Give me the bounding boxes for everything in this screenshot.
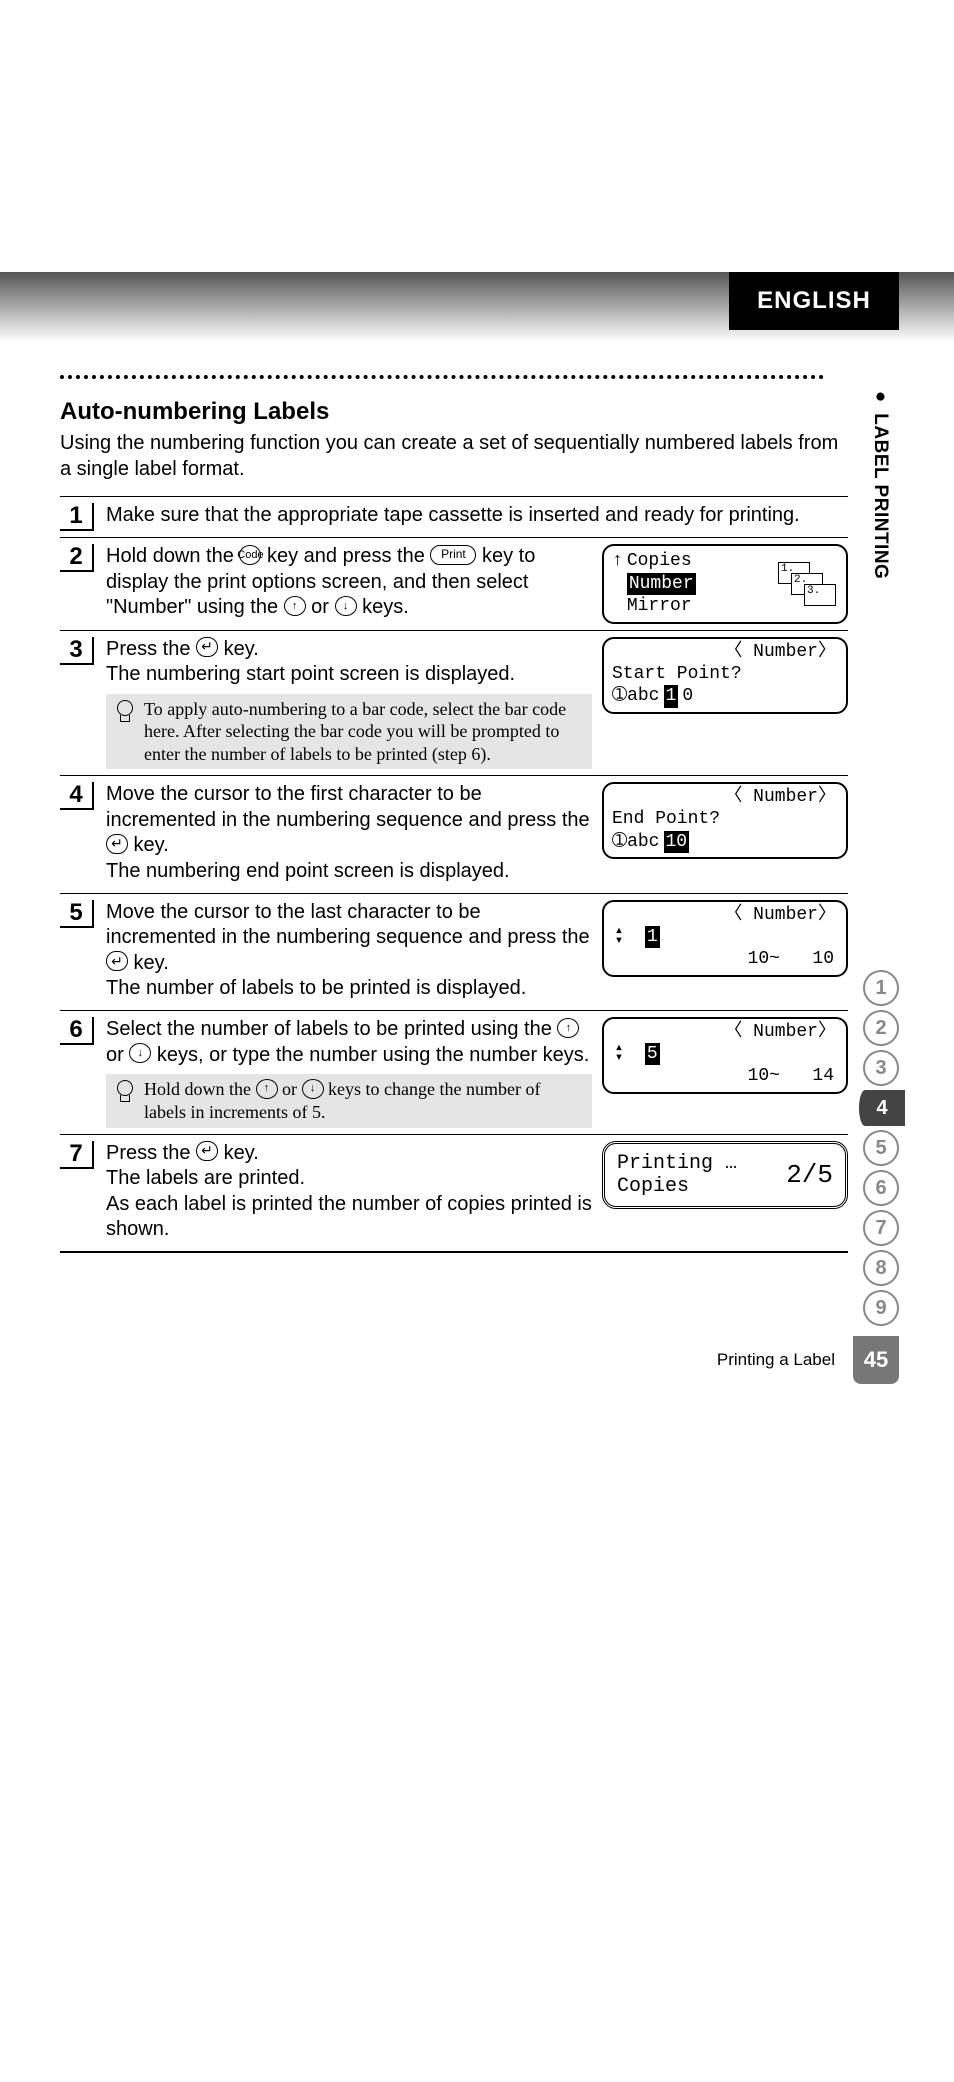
updown-icon: ▴▾ (612, 1044, 626, 1064)
step-body: Hold down the Code key and press the Pri… (106, 544, 598, 624)
lcd-title: 〈 Number〉 (724, 1021, 836, 1044)
down-key-icon: ↓ (335, 596, 357, 616)
step: 6 Select the number of labels to be prin… (60, 1010, 848, 1134)
cascade-icon: 1. 2. 3. (778, 562, 840, 610)
step-number: 5 (60, 900, 94, 928)
step: 1 Make sure that the appropriate tape ca… (60, 496, 848, 537)
print-counter: 2/5 (786, 1160, 833, 1190)
step-body: Press the ↵ key. The labels are printed.… (106, 1141, 598, 1245)
enter-key-icon: ↵ (106, 834, 128, 854)
step-number: 1 (60, 503, 94, 531)
section-label: LABEL PRINTING (869, 386, 891, 579)
step-text: Move the cursor to the first character t… (106, 782, 592, 884)
step-text: Make sure that the appropriate tape cass… (106, 503, 842, 529)
updown-icon: ▴▾ (612, 927, 626, 947)
step-number: 2 (60, 544, 94, 572)
nav-item-1[interactable]: 1 (863, 970, 899, 1006)
page-title: Auto-numbering Labels (60, 398, 848, 426)
enter-key-icon: ↵ (196, 1141, 218, 1161)
step-text: Hold down the Code key and press the Pri… (106, 544, 592, 621)
nav-item-3[interactable]: 3 (863, 1050, 899, 1086)
lcd-screen: 〈 Number〉 ▴▾ 1 10~ 10 (602, 900, 848, 1004)
nav-item-8[interactable]: 8 (863, 1250, 899, 1286)
lcd-screen: ↑Copies ↑Number ↑Mirror 1. 2. 3. (602, 544, 848, 624)
up-key-icon: ↑ (557, 1018, 579, 1038)
down-key-icon: ↓ (129, 1043, 151, 1063)
nav-item-2[interactable]: 2 (863, 1010, 899, 1046)
nav-item-9[interactable]: 9 (863, 1290, 899, 1326)
lcd-title: 〈 Number〉 (724, 904, 836, 927)
step-body: Move the cursor to the first character t… (106, 782, 598, 886)
footer-label: Printing a Label (717, 1350, 835, 1370)
footer: Printing a Label 45 (60, 1336, 899, 1384)
step-text: Press the ↵ key. The numbering start poi… (106, 637, 592, 688)
step-body: Make sure that the appropriate tape cass… (106, 503, 848, 531)
lcd-screen: Printing … Copies 2/5 (602, 1141, 848, 1245)
step: 5 Move the cursor to the last character … (60, 893, 848, 1010)
lcd-screen: 〈 Number〉 Start Point? ➀abc 10 (602, 637, 848, 770)
steps-end-rule (60, 1251, 848, 1253)
lcd-screen: 〈 Number〉 ▴▾ 5 10~ 14 (602, 1017, 848, 1128)
step-number: 3 (60, 637, 94, 665)
lcd-screen: 〈 Number〉 End Point? ➀abc 10 (602, 782, 848, 886)
chapter-nav: 1 2 3 4 5 6 7 8 9 (863, 970, 901, 1330)
language-badge: ENGLISH (729, 272, 899, 330)
content: Auto-numbering Labels Using the numberin… (60, 398, 848, 1253)
tip-text: Hold down the ↑ or ↓ keys to change the … (144, 1078, 584, 1123)
bulb-icon (114, 698, 136, 724)
lcd-title: 〈 Number〉 (724, 641, 836, 664)
nav-item-5[interactable]: 5 (863, 1130, 899, 1166)
step-number: 4 (60, 782, 94, 810)
code-key-icon: Code (239, 545, 261, 565)
enter-key-icon: ↵ (106, 951, 128, 971)
lcd-title: 〈 Number〉 (724, 786, 836, 809)
up-key-icon: ↑ (256, 1079, 278, 1099)
dotted-divider (60, 375, 824, 379)
step-body: Select the number of labels to be printe… (106, 1017, 598, 1128)
step: 2 Hold down the Code key and press the P… (60, 537, 848, 630)
tip: To apply auto-numbering to a bar code, s… (106, 694, 592, 770)
step-body: Press the ↵ key. The numbering start poi… (106, 637, 598, 770)
nav-item-7[interactable]: 7 (863, 1210, 899, 1246)
step: 4 Move the cursor to the first character… (60, 775, 848, 892)
bulb-icon (114, 1078, 136, 1104)
up-key-icon: ↑ (284, 596, 306, 616)
step-text: Select the number of labels to be printe… (106, 1017, 592, 1068)
step-body: Move the cursor to the last character to… (106, 900, 598, 1004)
step-text: Press the ↵ key. The labels are printed.… (106, 1141, 592, 1243)
down-key-icon: ↓ (302, 1079, 324, 1099)
tip: Hold down the ↑ or ↓ keys to change the … (106, 1074, 592, 1127)
intro-text: Using the numbering function you can cre… (60, 430, 848, 482)
step: 3 Press the ↵ key. The numbering start p… (60, 630, 848, 776)
nav-item-6[interactable]: 6 (863, 1170, 899, 1206)
nav-item-4[interactable]: 4 (859, 1090, 905, 1126)
step-number: 6 (60, 1017, 94, 1045)
step: 7 Press the ↵ key. The labels are printe… (60, 1134, 848, 1251)
enter-key-icon: ↵ (196, 637, 218, 657)
step-number: 7 (60, 1141, 94, 1169)
print-key-icon: Print (430, 545, 476, 565)
tip-text: To apply auto-numbering to a bar code, s… (144, 698, 584, 766)
page-number: 45 (853, 1336, 899, 1384)
step-text: Move the cursor to the last character to… (106, 900, 592, 1002)
